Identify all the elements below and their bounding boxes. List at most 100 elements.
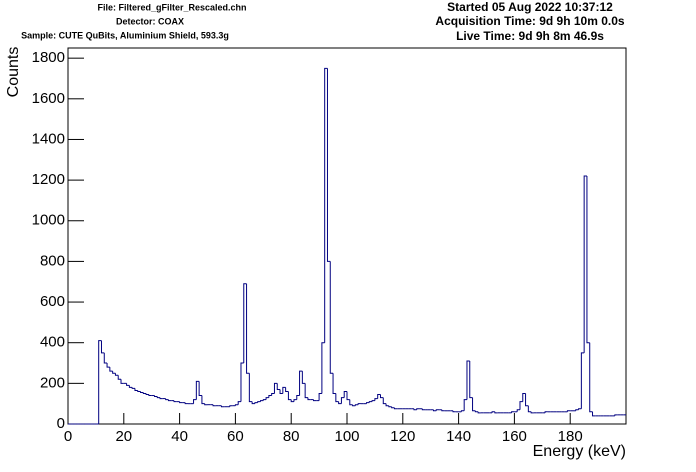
histogram-bin: [368, 401, 373, 403]
y-tick-label: 1800: [32, 49, 65, 66]
histogram-bin: [103, 352, 108, 364]
histogram-bin: [416, 408, 420, 410]
header-started: Started 05 Aug 2022 10:37:12: [447, 0, 613, 14]
histogram-bin: [290, 399, 294, 403]
histogram-bin: [343, 390, 347, 398]
histogram-bin: [109, 367, 113, 372]
histogram-bin: [243, 283, 247, 364]
histogram-bin: [201, 395, 205, 405]
histogram-bin: [352, 404, 356, 407]
histogram-bin: [472, 397, 476, 412]
histogram-bin: [324, 67, 328, 343]
histogram-bin: [313, 399, 317, 402]
histogram-bin: [511, 411, 515, 413]
histogram-bin: [248, 373, 253, 403]
histogram-bin: [195, 380, 200, 400]
x-tick-label: 40: [171, 428, 188, 445]
histogram-bin: [329, 261, 334, 374]
plot-frame: [67, 47, 627, 425]
histogram-bin: [167, 399, 172, 402]
histogram-bin: [126, 383, 130, 386]
histogram-bin: [148, 394, 152, 397]
histogram-bin: [326, 68, 331, 262]
histogram-bin: [234, 404, 239, 406]
histogram-bin: [287, 391, 292, 401]
histogram-bin: [460, 410, 465, 412]
histogram-bin: [212, 404, 216, 407]
x-tick-label: 60: [227, 428, 244, 445]
x-tick-label: 140: [446, 428, 471, 445]
histogram-bin: [131, 387, 135, 389]
histogram-bin: [128, 385, 133, 388]
histogram-bin: [260, 400, 264, 402]
histogram-bin: [120, 379, 124, 384]
histogram-bin: [229, 405, 233, 407]
histogram-bin: [296, 395, 300, 400]
histogram-bin: [530, 411, 534, 414]
histogram-bin: [112, 371, 116, 374]
histogram-bin: [474, 410, 479, 413]
y-tick-label: 600: [40, 293, 65, 310]
histogram-bin: [413, 408, 417, 411]
histogram-bin: [494, 411, 498, 414]
histogram-bin: [374, 398, 378, 401]
histogram-bin: [145, 393, 149, 396]
histogram-bin: [340, 397, 345, 404]
histogram-bin: [262, 399, 267, 401]
histogram-bin: [441, 409, 445, 412]
histogram-bin: [140, 391, 144, 393]
histogram-bin: [254, 402, 258, 404]
histogram-bin: [349, 399, 353, 406]
histogram-bin: [142, 392, 147, 395]
histogram-bin: [321, 342, 325, 394]
histogram-bin: [117, 375, 122, 380]
histogram-bin: [265, 397, 269, 400]
histogram-bin: [382, 397, 387, 405]
histogram-bin: [179, 401, 183, 404]
histogram-bin: [285, 387, 289, 392]
histogram-bin: [477, 411, 481, 414]
histogram-bin: [165, 398, 169, 401]
histogram-bin: [527, 405, 532, 413]
x-tick-label: 120: [390, 428, 415, 445]
histogram-bin: [137, 390, 141, 392]
histogram-bin: [354, 404, 359, 406]
histogram-bin: [586, 176, 590, 344]
histogram-bin: [156, 396, 161, 399]
histogram-bin: [114, 373, 119, 376]
histogram-bin: [246, 283, 250, 374]
y-tick-label: 1600: [32, 90, 65, 107]
y-tick-label: 800: [40, 252, 65, 269]
x-tick-label: 100: [334, 428, 359, 445]
histogram-bin: [299, 370, 303, 396]
histogram-bin: [240, 362, 244, 402]
histogram-bin: [338, 401, 342, 405]
histogram-bin: [566, 410, 571, 412]
histogram-bin: [592, 411, 596, 417]
x-tick-label: 180: [558, 428, 583, 445]
histogram-bin: [544, 411, 548, 413]
histogram-bin: [385, 403, 389, 407]
histogram-bin: [614, 414, 618, 416]
y-tick-label: 1200: [32, 171, 65, 188]
histogram-bin: [159, 397, 163, 400]
y-tick-label: 400: [40, 334, 65, 351]
y-tick-label: 200: [40, 374, 65, 391]
histogram-bin: [371, 400, 375, 402]
histogram-bin: [393, 407, 398, 410]
histogram-bin: [273, 382, 278, 394]
histogram-bin: [318, 393, 322, 401]
histogram-bin: [525, 393, 529, 407]
y-tick-label: 1000: [32, 212, 65, 229]
histogram-bin: [522, 393, 526, 402]
histogram-bin: [193, 399, 197, 404]
histogram-bin: [332, 373, 336, 395]
header-detector: Detector: COAX: [116, 16, 184, 26]
histogram-bin: [379, 394, 384, 399]
histogram-bin: [519, 401, 523, 410]
histogram-bin: [307, 397, 311, 401]
header-acquisition: Acquisition Time: 9d 9h 10m 0.0s: [435, 14, 624, 28]
histogram-bin: [279, 389, 283, 395]
histogram-bin: [304, 383, 308, 399]
